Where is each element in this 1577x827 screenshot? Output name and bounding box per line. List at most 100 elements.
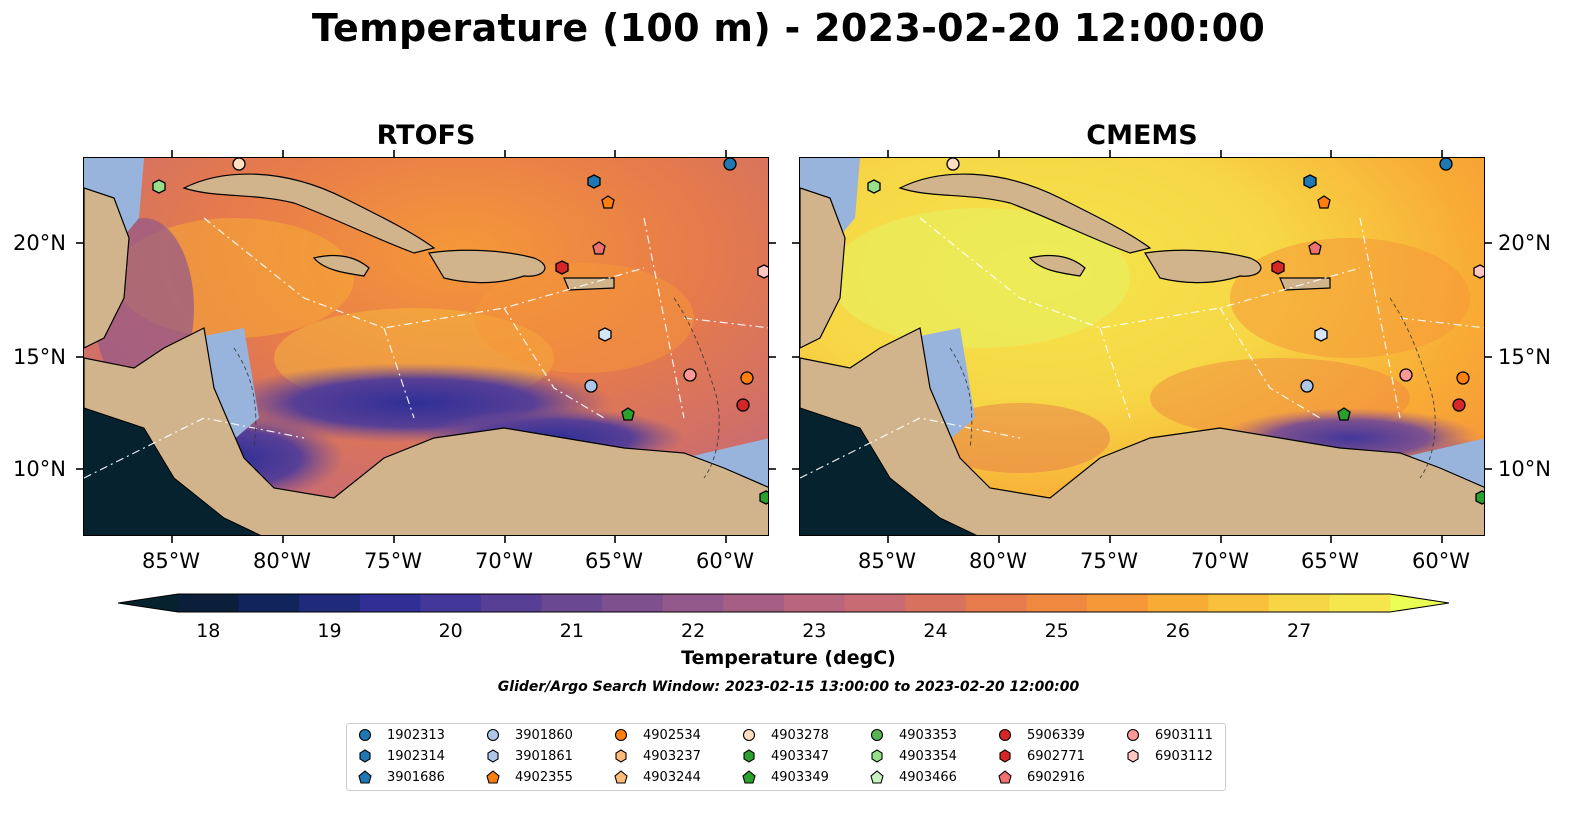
lon-label-right-65: 65°W — [1301, 549, 1359, 573]
legend-item: 5906339 — [997, 726, 1085, 744]
colorbar-segment — [1026, 594, 1088, 612]
colorbar-tick-label: 19 — [317, 620, 342, 642]
colorbar-segment — [602, 594, 664, 612]
legend-item: 3901686 — [357, 768, 445, 786]
legend-marker-icon — [1126, 728, 1140, 742]
colorbar-tick-label: 18 — [196, 620, 221, 642]
legend-label: 5906339 — [1027, 727, 1085, 743]
legend-label: 1902314 — [387, 748, 445, 764]
lon-label-left-60: 60°W — [696, 549, 754, 573]
colorbar-segment — [1268, 594, 1330, 612]
legend-marker-icon — [743, 749, 755, 763]
colorbar-extend-low — [118, 594, 178, 612]
float-legend: 1902313 1902314 3901686 3901860 3901861 49023… — [346, 723, 1226, 791]
legend-label: 4902534 — [643, 727, 701, 743]
colorbar-tick-label: 21 — [559, 620, 584, 642]
lon-label-right-80: 80°W — [969, 549, 1027, 573]
legend-label: 4903466 — [899, 769, 957, 785]
legend-item: 1902313 — [357, 726, 445, 744]
lat-label-right-15: 15°N — [1498, 345, 1551, 369]
colorbar-segment — [844, 594, 906, 612]
legend-marker-icon — [615, 749, 627, 763]
legend-marker-icon — [742, 770, 756, 784]
lat-label-right-20: 20°N — [1498, 231, 1551, 255]
legend-item: 4903237 — [613, 747, 701, 765]
legend-marker-icon — [870, 770, 884, 784]
colorbar-segment — [1329, 594, 1391, 612]
legend-label: 3901861 — [515, 748, 573, 764]
colorbar-tick-label: 23 — [802, 620, 827, 642]
legend-marker-icon — [871, 749, 883, 763]
legend-label: 3901860 — [515, 727, 573, 743]
legend-item: 4903347 — [741, 747, 829, 765]
legend-label: 6903112 — [1155, 748, 1213, 764]
legend-item: 4903349 — [741, 768, 829, 786]
colorbar-segment — [905, 594, 967, 612]
legend-label: 4903347 — [771, 748, 829, 764]
colorbar-tick-label: 24 — [923, 620, 948, 642]
legend-item: 4903466 — [869, 768, 957, 786]
legend-marker-icon — [358, 728, 372, 742]
legend-marker-icon — [870, 728, 884, 742]
legend-item: 4903278 — [741, 726, 829, 744]
colorbar-tick-label: 25 — [1044, 620, 1069, 642]
colorbar-extend-high — [1390, 594, 1449, 612]
colorbar-segment — [1208, 594, 1270, 612]
legend-item: 1902314 — [357, 747, 445, 765]
lat-label-right-10: 10°N — [1498, 457, 1551, 481]
legend-marker-icon — [614, 770, 628, 784]
legend-item: 6903111 — [1125, 726, 1213, 744]
legend-item: 3901860 — [485, 726, 573, 744]
legend-label: 6902916 — [1027, 769, 1085, 785]
legend-item: 4902355 — [485, 768, 573, 786]
legend-marker-icon — [742, 728, 756, 742]
legend-label: 6903111 — [1155, 727, 1213, 743]
map-rtofs — [83, 157, 769, 536]
legend-marker-icon — [1127, 749, 1139, 763]
legend-marker-icon — [358, 770, 372, 784]
axis-ticks — [76, 150, 1492, 543]
lon-label-left-65: 65°W — [585, 549, 643, 573]
colorbar-segment — [238, 594, 300, 612]
colorbar — [118, 593, 1450, 613]
legend-label: 4903244 — [643, 769, 701, 785]
legend-label: 1902313 — [387, 727, 445, 743]
lon-label-left-85: 85°W — [142, 549, 200, 573]
lon-label-left-70: 70°W — [475, 549, 533, 573]
colorbar-segment — [420, 594, 482, 612]
colorbar-tick-label: 20 — [438, 620, 463, 642]
legend-marker-icon — [486, 728, 500, 742]
colorbar-segment — [784, 594, 846, 612]
legend-marker-icon — [999, 749, 1011, 763]
legend-label: 4903349 — [771, 769, 829, 785]
colorbar-segment — [178, 594, 240, 612]
legend-item: 6903112 — [1125, 747, 1213, 765]
map-cmems — [799, 157, 1485, 536]
legend-label: 4902355 — [515, 769, 573, 785]
legend-marker-icon — [998, 770, 1012, 784]
figure-title: Temperature (100 m) - 2023-02-20 12:00:0… — [311, 6, 1266, 50]
legend-label: 4903237 — [643, 748, 701, 764]
colorbar-segment — [359, 594, 421, 612]
lat-label-left-10: 10°N — [13, 457, 66, 481]
legend-item: 6902916 — [997, 768, 1085, 786]
legend-label: 4903354 — [899, 748, 957, 764]
colorbar-segment — [662, 594, 724, 612]
legend-marker-icon — [486, 770, 500, 784]
lat-label-left-15: 15°N — [13, 345, 66, 369]
colorbar-segment — [1087, 594, 1149, 612]
legend-marker-icon — [614, 728, 628, 742]
legend-item: 4903354 — [869, 747, 957, 765]
lon-label-left-75: 75°W — [364, 549, 422, 573]
legend-marker-icon — [487, 749, 499, 763]
colorbar-segment — [299, 594, 361, 612]
legend-item: 4902534 — [613, 726, 701, 744]
lon-label-right-70: 70°W — [1191, 549, 1249, 573]
colorbar-segment — [723, 594, 785, 612]
legend-item: 3901861 — [485, 747, 573, 765]
colorbar-tick-label: 26 — [1165, 620, 1190, 642]
panel-title-cmems: CMEMS — [1086, 120, 1198, 151]
legend-item: 6902771 — [997, 747, 1085, 765]
colorbar-segment — [965, 594, 1027, 612]
legend-item: 4903353 — [869, 726, 957, 744]
